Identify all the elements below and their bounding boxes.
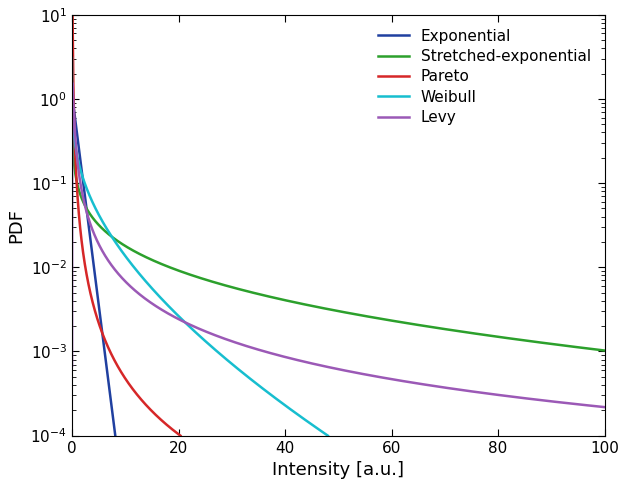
Exponential [74,134,81,139]
Line: Pareto: Pareto [73,15,180,435]
Weibull [119,249,126,255]
Levy [601,404,608,410]
Pareto [135,393,142,399]
Exponential [98,329,106,335]
Levy [69,80,76,86]
Y-axis label: PDF: PDF [7,208,25,243]
Weibull [68,55,76,61]
Levy [264,349,271,355]
Pareto [177,433,184,438]
Pareto [172,429,180,435]
Legend: Exponential, Stretched-exponential, Pareto, Weibull, Levy: Exponential, Stretched-exponential, Pare… [372,22,597,131]
Exponential [111,433,119,438]
Levy [68,363,76,368]
Stretched-exponential [463,330,471,335]
Pareto [69,12,76,17]
X-axis label: Intensity [a.u.]: Intensity [a.u.] [272,461,404,479]
Pareto [143,403,151,409]
Stretched-exponential [389,318,396,324]
Weibull [309,422,316,428]
Levy [170,314,178,320]
Stretched-exponential [105,231,112,237]
Line: Weibull: Weibull [72,58,328,435]
Exponential [109,411,116,417]
Weibull [114,242,121,248]
Pareto [140,399,148,405]
Line: Levy: Levy [72,83,605,407]
Weibull [285,405,292,411]
Exponential [111,426,118,432]
Exponential [100,345,108,350]
Line: Stretched-exponential: Stretched-exponential [72,15,605,350]
Weibull [163,301,170,307]
Line: Exponential: Exponential [72,94,115,435]
Exponential [106,393,114,399]
Levy [125,282,133,288]
Stretched-exponential [68,12,76,17]
Exponential [68,91,76,97]
Levy [151,302,158,308]
Stretched-exponential [601,347,608,353]
Levy [505,393,513,399]
Pareto [117,368,125,374]
Levy [456,387,463,393]
Stretched-exponential [272,295,280,301]
Weibull [324,433,332,438]
Stretched-exponential [357,312,365,318]
Pareto [136,395,143,400]
Stretched-exponential [197,275,204,281]
Weibull [81,181,89,187]
